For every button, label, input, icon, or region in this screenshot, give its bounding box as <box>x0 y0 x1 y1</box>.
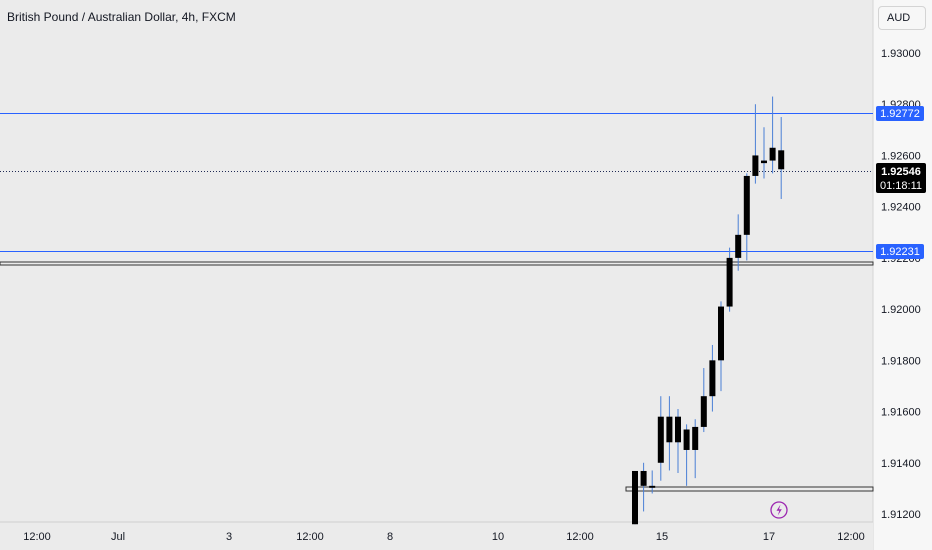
candle-body[interactable] <box>709 360 716 397</box>
time-tick-label: 12:00 <box>296 531 324 543</box>
candle-body[interactable] <box>683 429 690 450</box>
time-tick-label: 10 <box>492 531 504 543</box>
candle-body[interactable] <box>752 155 759 176</box>
price-tick-label: 1.91600 <box>881 407 921 419</box>
candle-body[interactable] <box>778 150 785 170</box>
candle-body[interactable] <box>761 160 767 164</box>
candle-body[interactable] <box>675 416 681 443</box>
time-tick-label: Jul <box>111 531 125 543</box>
time-axis-labels: 12:00 Jul 3 12:00 8 10 12:00 15 17 12:00 <box>23 531 865 543</box>
lower-level-label: 1.92231 <box>880 246 920 258</box>
support-zone-rect[interactable] <box>0 261 874 266</box>
candle-body[interactable] <box>743 175 750 235</box>
candle-body[interactable] <box>666 416 673 443</box>
lower-level-label-bg <box>876 244 924 259</box>
candle-body[interactable] <box>700 396 707 427</box>
price-tick-label: 1.93000 <box>881 48 921 60</box>
currency-button[interactable]: AUD <box>878 6 926 30</box>
lightning-icon[interactable] <box>770 501 788 519</box>
time-tick-label: 8 <box>387 531 393 543</box>
time-tick-label: 12:00 <box>23 531 51 543</box>
candle-body[interactable] <box>640 470 647 486</box>
price-tick-label: 1.92600 <box>881 150 921 162</box>
candle-body[interactable] <box>692 426 699 450</box>
price-tick-label: 1.92400 <box>881 202 921 214</box>
time-tick-label: 12:00 <box>837 531 865 543</box>
upper-level-label-bg <box>876 106 924 121</box>
candle-body[interactable] <box>657 416 664 463</box>
candle-body[interactable] <box>718 306 724 361</box>
chart-title: British Pound / Australian Dollar, 4h, F… <box>7 10 236 24</box>
candle-body[interactable] <box>632 470 638 525</box>
upper-level-label: 1.92772 <box>880 108 920 120</box>
price-tick-label: 1.91200 <box>881 509 921 521</box>
candle-body[interactable] <box>649 485 656 488</box>
time-tick-label: 15 <box>656 531 668 543</box>
demand-zone-rect[interactable] <box>625 486 874 492</box>
time-tick-label: 12:00 <box>566 531 594 543</box>
candle-body[interactable] <box>735 234 742 258</box>
countdown-label: 01:18:11 <box>880 180 922 192</box>
price-tick-label: 1.91800 <box>881 355 921 367</box>
candles-group <box>632 96 785 525</box>
candle-body[interactable] <box>726 257 733 307</box>
current-price-label: 1.92546 <box>881 166 921 178</box>
current-price-label-bg <box>876 163 926 193</box>
time-tick-label: 3 <box>226 531 232 543</box>
price-tick-label: 1.92000 <box>881 304 921 316</box>
time-tick-label: 17 <box>763 531 775 543</box>
price-tick-label: 1.91400 <box>881 458 921 470</box>
candle-body[interactable] <box>769 147 776 161</box>
price-axis-ticks: 1.930001.928001.926001.924001.922001.920… <box>881 48 921 521</box>
time-axis-panel[interactable] <box>0 522 873 550</box>
price-axis-panel[interactable] <box>873 0 932 550</box>
